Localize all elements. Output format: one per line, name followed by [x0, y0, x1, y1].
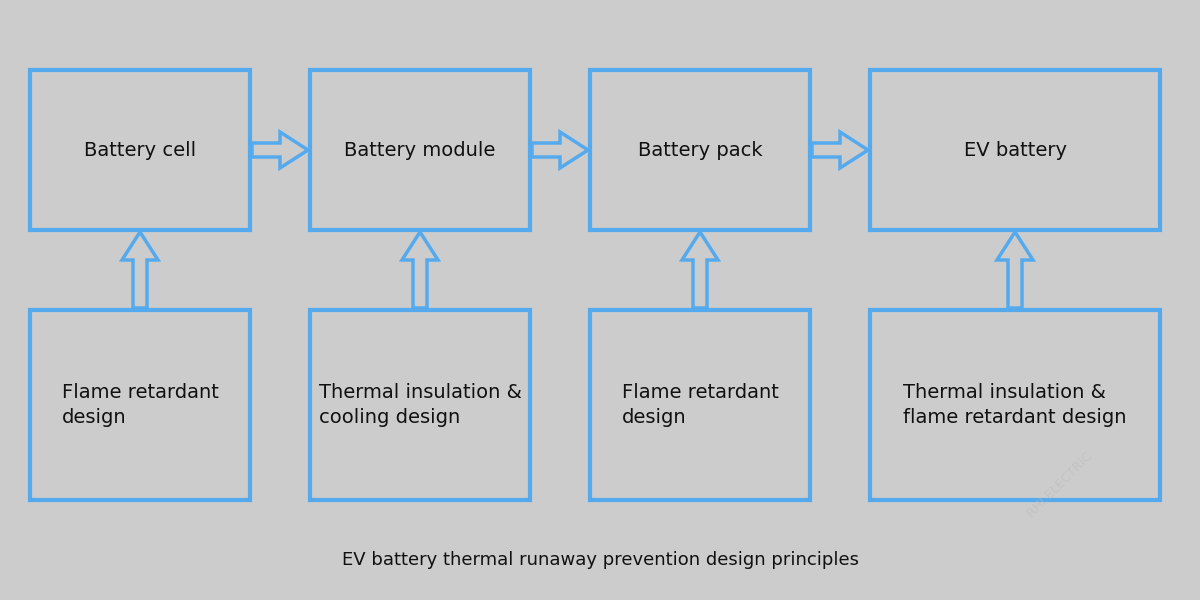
Text: Flame retardant
design: Flame retardant design	[61, 383, 218, 427]
Text: RHI ELECTRIC: RHI ELECTRIC	[1025, 450, 1096, 520]
Bar	[310, 70, 530, 230]
Bar	[30, 70, 250, 230]
Polygon shape	[997, 232, 1033, 308]
Bar	[310, 310, 530, 500]
Text: Thermal insulation &
cooling design: Thermal insulation & cooling design	[318, 383, 522, 427]
Bar	[870, 70, 1160, 230]
Bar	[590, 310, 810, 500]
Polygon shape	[122, 232, 158, 308]
Text: Flame retardant
design: Flame retardant design	[622, 383, 779, 427]
Text: EV battery thermal runaway prevention design principles: EV battery thermal runaway prevention de…	[342, 551, 858, 569]
Text: EV battery: EV battery	[964, 140, 1067, 160]
Bar	[590, 70, 810, 230]
Text: Battery pack: Battery pack	[637, 140, 762, 160]
Bar	[30, 310, 250, 500]
Polygon shape	[532, 132, 588, 168]
Text: Thermal insulation &
flame retardant design: Thermal insulation & flame retardant des…	[904, 383, 1127, 427]
Bar	[870, 310, 1160, 500]
Polygon shape	[252, 132, 308, 168]
Text: Battery cell: Battery cell	[84, 140, 196, 160]
Polygon shape	[812, 132, 868, 168]
Polygon shape	[402, 232, 438, 308]
Polygon shape	[682, 232, 718, 308]
Text: Battery module: Battery module	[344, 140, 496, 160]
